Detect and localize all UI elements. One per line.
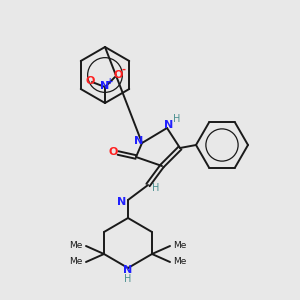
Text: -: - bbox=[122, 65, 126, 75]
Text: +: + bbox=[106, 77, 112, 86]
Text: N: N bbox=[117, 197, 127, 207]
Text: Me: Me bbox=[69, 242, 83, 250]
Text: O: O bbox=[108, 147, 118, 157]
Text: H: H bbox=[152, 183, 160, 193]
Text: N: N bbox=[123, 265, 133, 275]
Text: H: H bbox=[173, 114, 181, 124]
Text: Me: Me bbox=[69, 257, 83, 266]
Text: O: O bbox=[113, 70, 123, 80]
Text: N: N bbox=[164, 120, 174, 130]
Text: H: H bbox=[124, 274, 132, 284]
Text: Me: Me bbox=[173, 242, 187, 250]
Text: O: O bbox=[85, 76, 95, 86]
Text: Me: Me bbox=[173, 257, 187, 266]
Text: N: N bbox=[100, 81, 109, 91]
Text: N: N bbox=[134, 136, 144, 146]
